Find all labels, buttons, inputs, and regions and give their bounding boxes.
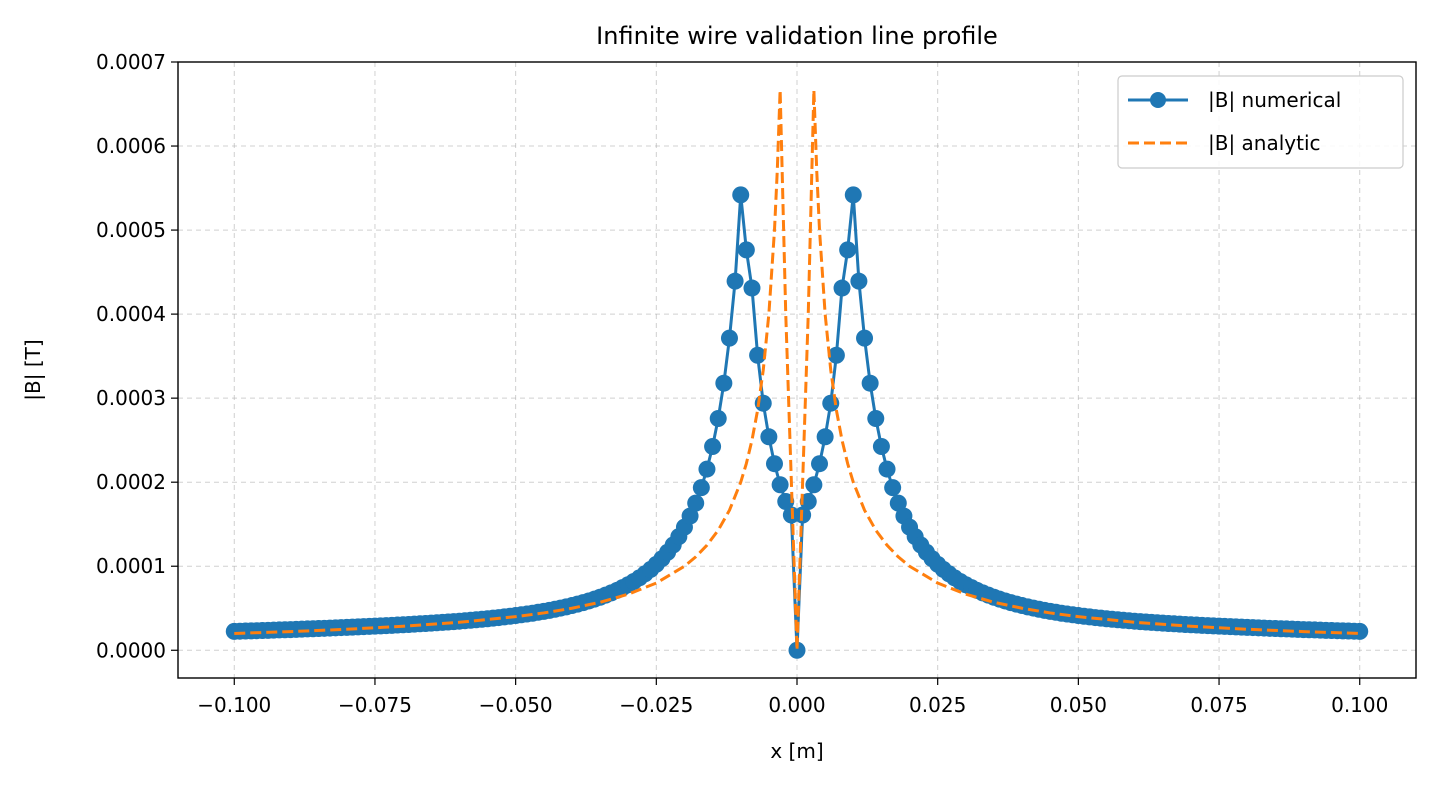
legend-label-analytic: |B| analytic	[1208, 131, 1321, 155]
plot-area	[225, 88, 1369, 659]
data-point-numerical	[816, 428, 834, 446]
y-tick-label: 0.0001	[96, 554, 166, 578]
data-point-numerical	[726, 272, 744, 290]
y-tick-label: 0.0006	[96, 134, 166, 158]
legend: |B| numerical |B| analytic	[1117, 75, 1404, 169]
data-point-numerical	[777, 493, 795, 511]
x-tick-label: −0.100	[197, 693, 271, 717]
x-tick-label: −0.075	[338, 693, 412, 717]
x-tick-label: −0.025	[619, 693, 693, 717]
legend-label-numerical: |B| numerical	[1208, 88, 1341, 112]
data-point-numerical	[867, 409, 885, 427]
data-point-numerical	[749, 346, 767, 364]
data-point-numerical	[687, 494, 705, 512]
data-point-numerical	[720, 329, 738, 347]
y-tick-label: 0.0005	[96, 218, 166, 242]
data-point-numerical	[861, 374, 879, 392]
x-tick-label: 0.025	[909, 693, 966, 717]
y-tick-label: 0.0003	[96, 386, 166, 410]
data-point-numerical	[737, 241, 755, 259]
data-point-numerical	[681, 507, 699, 525]
y-tick-label: 0.0004	[96, 302, 166, 326]
data-point-numerical	[811, 455, 829, 473]
data-point-numerical	[698, 460, 716, 478]
data-point-numerical	[872, 437, 890, 455]
series-line-analytic	[234, 88, 1360, 652]
data-point-numerical	[884, 479, 902, 497]
x-axis-label: x [m]	[770, 739, 823, 763]
data-point-numerical	[878, 460, 896, 478]
y-axis-label: |B| [T]	[21, 339, 45, 400]
y-tick-label: 0.0000	[96, 638, 166, 662]
legend-box	[1117, 75, 1404, 169]
data-point-numerical	[833, 279, 851, 297]
data-point-numerical	[788, 641, 806, 659]
data-point-numerical	[765, 455, 783, 473]
data-point-numerical	[715, 374, 733, 392]
x-tick-label: −0.050	[479, 693, 553, 717]
data-point-numerical	[844, 186, 862, 204]
x-tick-label: 0.050	[1050, 693, 1107, 717]
data-point-numerical	[799, 493, 817, 511]
legend-marker-numerical	[1150, 92, 1166, 108]
data-point-numerical	[732, 186, 750, 204]
data-point-numerical	[704, 437, 722, 455]
data-point-numerical	[692, 479, 710, 497]
data-point-numerical	[743, 279, 761, 297]
data-point-numerical	[771, 476, 789, 494]
data-point-numerical	[889, 494, 907, 512]
data-point-numerical	[839, 241, 857, 259]
x-tick-label: 0.100	[1331, 693, 1388, 717]
x-tick-label: 0.075	[1190, 693, 1247, 717]
data-point-numerical	[850, 272, 868, 290]
data-point-numerical	[856, 329, 874, 347]
x-axis: −0.100 −0.075 −0.050 −0.025 0.000 0.025 0.050 0…	[197, 678, 1388, 717]
chart-title: Infinite wire validation line profile	[596, 22, 998, 50]
y-axis: 0.0000 0.0001 0.0002 0.0003 0.0004 0.0005 0.00…	[96, 50, 178, 662]
y-tick-label: 0.0002	[96, 470, 166, 494]
data-point-numerical	[827, 346, 845, 364]
y-tick-label: 0.0007	[96, 50, 166, 74]
x-tick-label: 0.000	[768, 693, 825, 717]
data-point-numerical	[709, 409, 727, 427]
data-point-numerical	[805, 476, 823, 494]
data-point-numerical	[760, 428, 778, 446]
data-point-numerical	[1351, 622, 1369, 640]
